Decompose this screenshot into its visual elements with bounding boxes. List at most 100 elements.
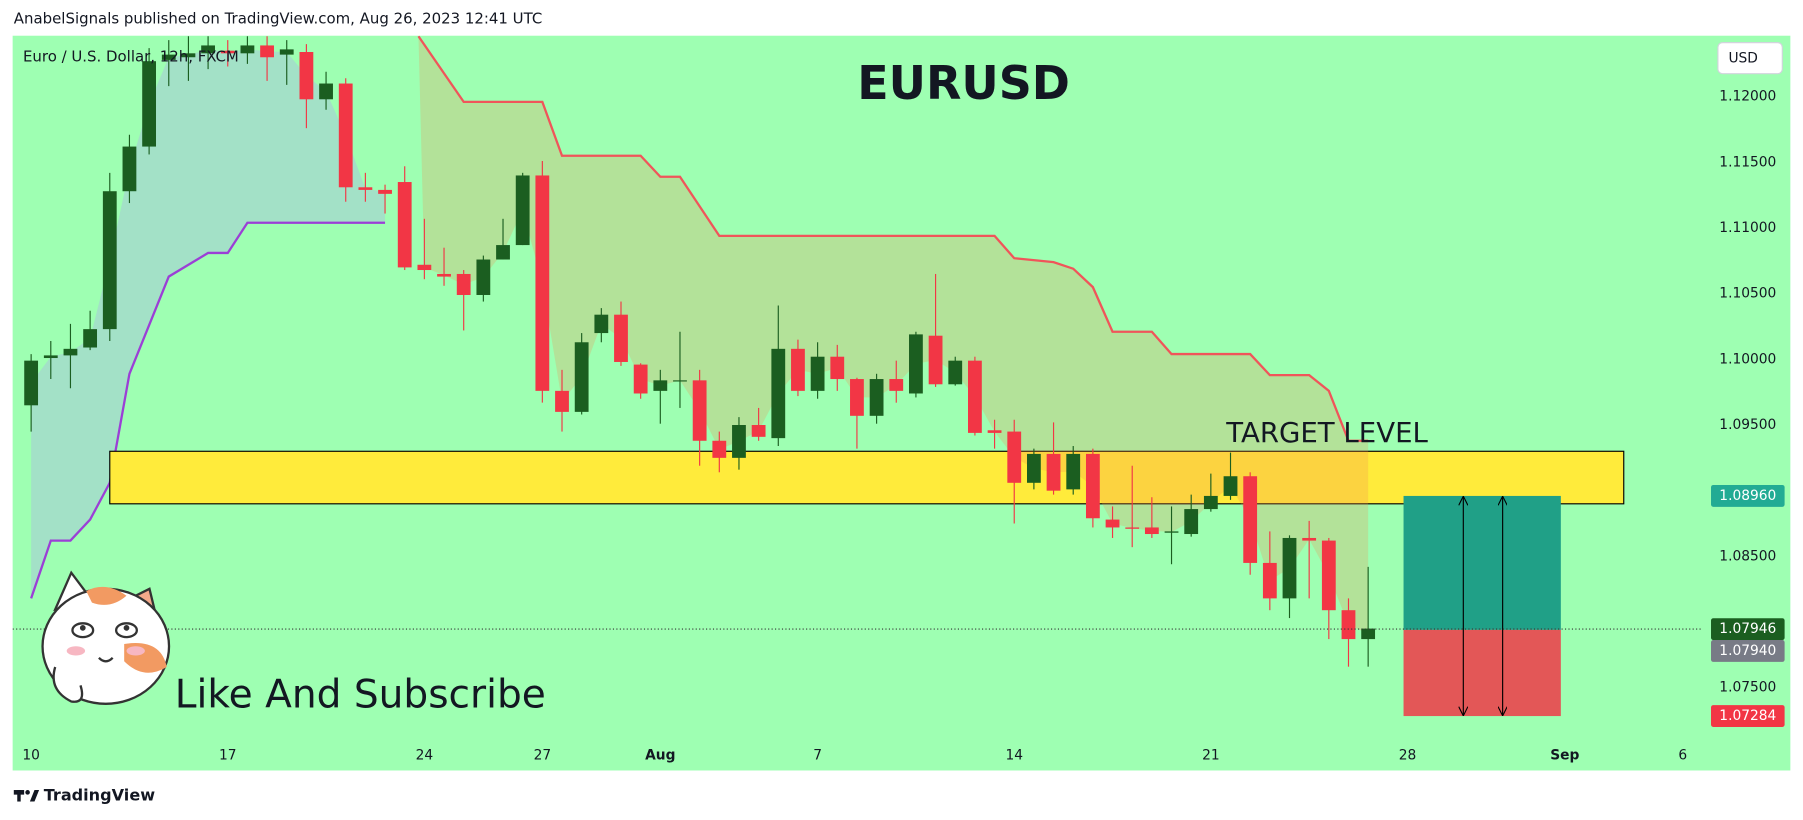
candle-body [161,54,176,60]
price-label-box [1711,705,1785,727]
annotation: Like And Subscribe [175,672,546,717]
candle-body [555,390,569,412]
candle-body [1243,476,1258,563]
position-stop [1403,629,1561,717]
candle-body [1007,431,1022,483]
candle-body [810,356,825,391]
candle-body [948,360,963,385]
y-tick-label: 1.10000 [1719,351,1776,367]
x-tick-label: 21 [1202,748,1220,764]
candle-body [43,355,58,359]
candle-body [987,430,1002,433]
candle-body [24,360,39,406]
currency-button[interactable] [1717,42,1783,75]
axes: 1.12000 1.11500 1.11000 1.10500 1.10000 1.095… [22,89,1785,764]
candle-body [358,187,373,190]
chart-title: EURUSD [857,56,1070,110]
candle-body [751,425,766,437]
candle-body [1223,476,1238,496]
currency[interactable]: USD [1728,51,1757,67]
candle-body [712,440,727,458]
price-label: 1.07946 [1719,621,1776,637]
x-tick-label: 7 [813,748,822,764]
y-tick-label: 1.11500 [1719,154,1776,170]
candle-body [928,335,943,385]
cat-sticker [41,570,171,705]
candle-body [260,45,274,58]
candle-body [1361,628,1376,640]
x-tick-label: Sep [1550,748,1579,764]
candle-body [83,329,98,348]
candle-body [279,49,294,55]
candle-body [220,50,235,54]
price-label: 1.08960 [1719,488,1776,504]
candle-body [1282,537,1297,599]
y-tick-label: 1.07500 [1719,680,1776,696]
y-tick-label: 1.10500 [1719,286,1776,302]
price-label: 1.07284 [1719,708,1776,724]
candle-body [1026,453,1041,483]
plot-area: TARGET LEVEL [12,35,1702,717]
candle-body [142,61,157,147]
candle-body [732,425,746,458]
candle-body [1105,519,1120,528]
candle-body [889,379,904,391]
candle-body [397,182,412,268]
price-label: 1.07940 [1719,643,1776,659]
candle-body [417,264,432,271]
target-zone [109,450,1625,505]
x-tick-label: 27 [534,748,552,764]
candle-body [1321,540,1336,611]
candle-body [456,273,471,295]
candle-body [240,45,255,54]
x-tick-label: 14 [1005,748,1023,764]
price-label-box [1711,485,1785,507]
position-target [1403,495,1561,630]
x-tick-label: 24 [416,748,434,764]
candle-body [476,259,491,295]
candle-body [496,245,510,260]
candle-body [181,53,196,58]
cloud-fill [31,49,386,599]
candle-body [869,379,884,416]
y-tick-label: 1.12000 [1719,89,1776,105]
price-label-box [1711,640,1785,662]
candle-body [614,314,628,362]
brand-logo [13,790,40,802]
publisher: AnabelSignals published on TradingView.c… [14,10,542,28]
candle-body [338,83,353,188]
candle-body [515,175,530,246]
candle-body [633,364,648,394]
candle-body [673,380,687,382]
candle-body [1164,531,1179,533]
candle-body [692,380,707,441]
candle-body [122,146,137,192]
candle-body [1262,562,1277,599]
candle-body [791,348,805,391]
x-tick-label: 6 [1678,748,1687,764]
candle-body [968,360,982,433]
candle-body [1302,537,1317,541]
x-tick-label: 17 [219,748,237,764]
candle-body [1184,509,1199,535]
candle-body [319,83,333,100]
y-tick-label: 1.08500 [1719,548,1776,564]
candle-body [909,334,923,394]
candle-body [1341,610,1356,640]
candle-body [1144,527,1159,535]
candle-body [102,191,117,330]
x-tick-label: 28 [1399,748,1417,764]
candle-body [535,175,550,391]
trend-line [417,35,1369,442]
trend-line [30,221,386,599]
candle-body [1125,527,1140,529]
candle-body [299,52,314,100]
candle-body [1066,453,1081,490]
cloud-fill [418,36,1369,634]
candle-body [830,356,845,380]
candle-body [1046,453,1061,491]
candle-body [63,348,78,356]
zone-label: TARGET LEVEL [1225,416,1428,449]
y-tick-label: 1.11000 [1719,220,1776,236]
